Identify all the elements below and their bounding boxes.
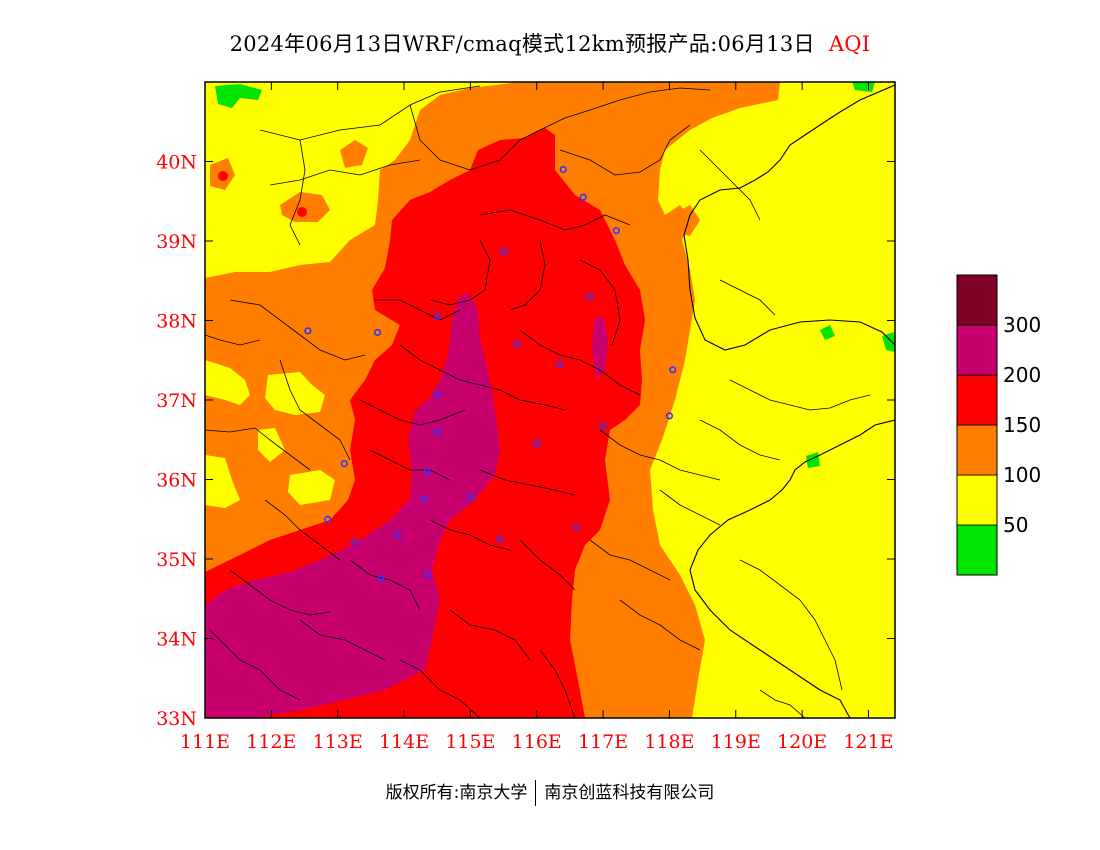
lon-label-1: 112E (246, 731, 296, 753)
aqi-orange-blob-ne (672, 205, 700, 236)
aqi-red-spot-1 (218, 171, 228, 181)
lon-label-10: 121E (843, 731, 893, 753)
lat-label-0: 40N (156, 152, 197, 174)
city-marker-24 (572, 523, 581, 531)
city-marker-26 (377, 575, 385, 583)
lon-label-6: 117E (578, 731, 628, 753)
city-marker-20 (324, 515, 332, 523)
city-marker-22 (393, 531, 402, 539)
lon-label-7: 118E (644, 731, 694, 753)
aqi-legend: 50 100 150 200 300 (956, 274, 1041, 576)
legend-label-1: 100 (1003, 463, 1041, 487)
lon-label-8: 119E (711, 731, 761, 753)
lat-label-3: 37N (156, 390, 197, 412)
legend-swatch-3 (956, 374, 998, 426)
map-title: 2024年06月13日WRF/cmaq模式12km预报产品:06月13日 AQI (0, 28, 1100, 58)
lat-label-5: 35N (156, 549, 197, 571)
legend-swatch-4 (956, 324, 998, 376)
city-marker-21 (350, 537, 358, 546)
city-marker-11 (433, 428, 441, 436)
coastline (683, 84, 895, 718)
city-marker-10 (433, 390, 441, 399)
copyright-owner: 版权所有:南京大学 (385, 783, 528, 803)
title-text: 2024年06月13日WRF/cmaq模式12km预报产品:06月13日 (229, 32, 815, 56)
city-marker-13 (599, 422, 607, 430)
city-marker-14 (669, 366, 677, 374)
city-marker-17 (423, 467, 431, 476)
aqi-moderate-patch-west-3 (205, 455, 240, 508)
aqi-moderate-patch-west-2 (265, 372, 325, 415)
city-marker-15 (665, 412, 674, 420)
aqi-good-spot-ne3 (806, 452, 820, 468)
city-marker-19 (466, 494, 474, 502)
lon-label-0: 111E (180, 731, 230, 753)
lon-label-9: 120E (777, 731, 827, 753)
aqi-moderate-patch-west-4 (258, 428, 285, 462)
city-marker-7 (373, 328, 382, 337)
aqi-field (205, 82, 895, 718)
aqi-red-spot-2 (297, 207, 307, 217)
aqi-good-spot-ne1 (820, 325, 835, 340)
aqi-moderate-patch-west (205, 360, 250, 405)
city-marker-1 (579, 193, 587, 201)
lon-label-5: 116E (512, 731, 562, 753)
lon-label-2: 113E (313, 731, 363, 753)
legend-frame (956, 274, 998, 576)
aqi-good-spot-ne2 (882, 332, 895, 352)
city-marker-6 (304, 327, 312, 335)
copyright-company: 南京创蓝科技有限公司 (544, 783, 715, 803)
admin-boundaries (205, 85, 871, 718)
legend-label-2: 150 (1003, 413, 1041, 437)
footer-separator (535, 780, 537, 806)
lat-label-7: 33N (156, 708, 197, 730)
legend-swatch-0 (956, 524, 998, 576)
city-marker-4 (586, 293, 594, 301)
copyright-footer: 版权所有:南京大学 南京创蓝科技有限公司 (0, 778, 1100, 806)
lat-label-1: 39N (156, 231, 197, 253)
legend-swatch-5 (956, 274, 998, 326)
city-marker-2 (612, 227, 620, 235)
city-marker-25 (423, 571, 431, 579)
legend-swatch-1 (956, 474, 998, 526)
legend-label-4: 300 (1003, 313, 1041, 337)
city-marker-8 (513, 340, 521, 348)
city-marker-16 (340, 460, 348, 468)
map-axes: 111E 112E 113E 114E 115E 116E 117E 118E 119E 120E… (156, 82, 895, 753)
city-marker-5 (433, 312, 441, 321)
city-marker-23 (496, 535, 504, 543)
aqi-orange-blob-nw2 (340, 140, 368, 168)
lon-label-4: 115E (445, 731, 495, 753)
legend-label-0: 50 (1003, 513, 1028, 537)
legend-label-3: 200 (1003, 363, 1041, 387)
lat-label-4: 36N (156, 470, 197, 492)
lat-label-6: 34N (156, 629, 197, 651)
variable-label: AQI (828, 32, 871, 56)
lon-label-3: 114E (379, 731, 429, 753)
city-marker-9 (556, 360, 564, 368)
aqi-level-very-unhealthy-zone (205, 292, 500, 718)
city-marker-3 (499, 247, 508, 255)
lat-label-2: 38N (156, 311, 197, 333)
aqi-moderate-patch-west-5 (288, 470, 335, 505)
legend-swatch-2 (956, 424, 998, 476)
aqi-good-spot-ne4 (852, 82, 875, 92)
aqi-good-spot-nw (215, 84, 262, 108)
aqi-purple-blob-east (592, 316, 608, 378)
city-marker-12 (533, 440, 541, 448)
city-marker-0 (559, 165, 567, 174)
city-marker-18 (420, 495, 428, 503)
aqi-orange-blob-nw (280, 192, 330, 222)
city-markers (304, 165, 677, 583)
